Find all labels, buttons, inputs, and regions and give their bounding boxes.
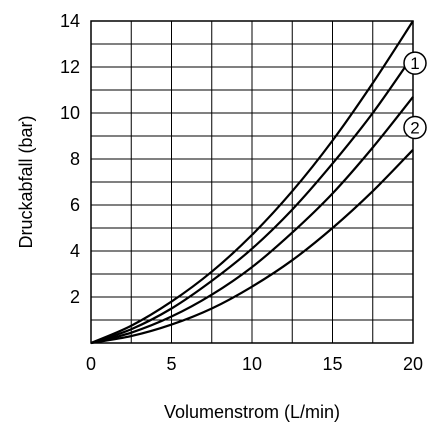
curve-marker-2: 2 [403, 115, 427, 140]
x-tick-label: 5 [166, 354, 176, 374]
y-axis-label: Druckabfall (bar) [16, 115, 36, 248]
marker-circle [403, 51, 427, 75]
y-tick-label: 10 [60, 103, 80, 123]
y-tick-label: 12 [60, 57, 80, 77]
x-tick-labels: 0 5 10 15 20 [86, 354, 423, 374]
series-line-3 [90, 96, 414, 345]
series-line-4 [90, 149, 414, 345]
series-lines [90, 20, 414, 345]
y-tick-label: 6 [70, 195, 80, 215]
series-line-1 [90, 20, 414, 345]
marker-label: 2 [410, 119, 419, 138]
x-tick-label: 15 [322, 354, 342, 374]
curve-marker-1: 1 [403, 51, 427, 75]
y-tick-label: 2 [70, 287, 80, 307]
x-tick-label: 10 [242, 354, 262, 374]
x-tick-label: 20 [403, 354, 423, 374]
grid [91, 21, 413, 343]
plot-frame [90, 20, 414, 344]
x-tick-label: 0 [86, 354, 96, 374]
y-tick-label: 8 [70, 149, 80, 169]
marker-label: 1 [410, 54, 419, 73]
marker-circle [403, 115, 427, 140]
y-tick-labels: 2 4 6 8 10 12 14 [60, 11, 80, 307]
x-axis-label: Volumenstrom (L/min) [164, 402, 340, 422]
series-line-2 [90, 54, 414, 345]
curve-markers: 12 [403, 51, 427, 140]
y-tick-label: 14 [60, 11, 80, 31]
y-tick-label: 4 [70, 241, 80, 261]
